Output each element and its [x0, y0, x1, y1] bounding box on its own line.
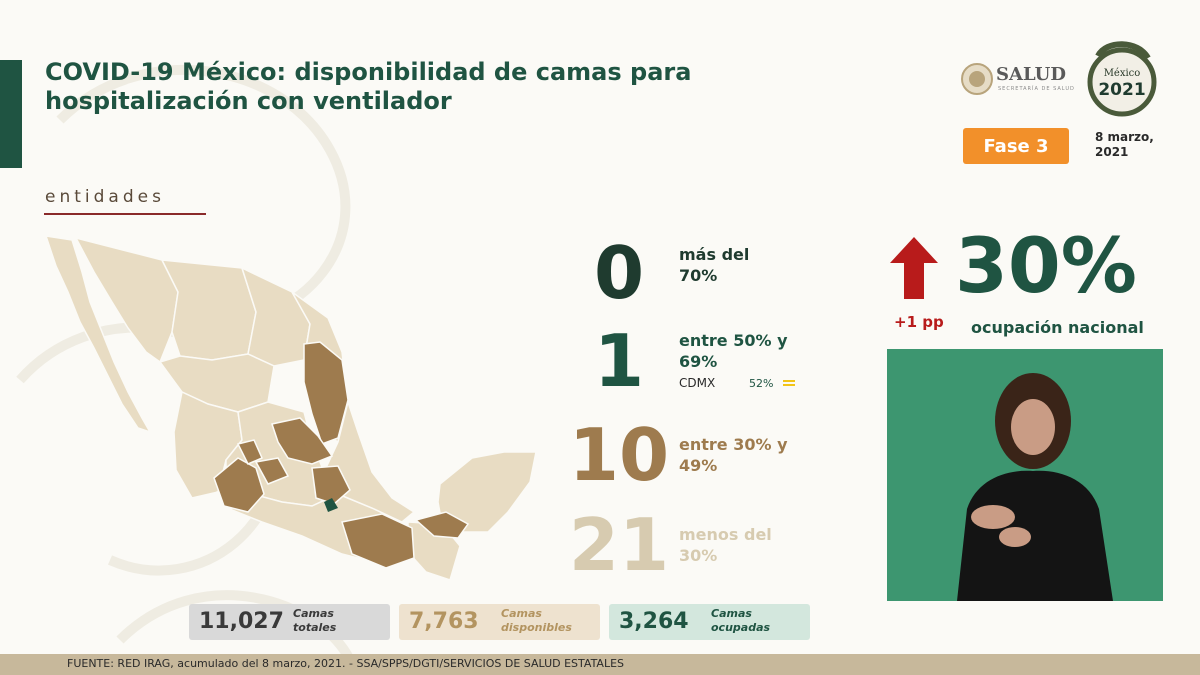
map-state-cdmx — [324, 498, 338, 512]
equal-trend-icon — [783, 380, 795, 382]
map-state-30-49 — [254, 457, 290, 485]
category-count: 21 — [568, 503, 670, 587]
map-state-30-49 — [303, 341, 349, 445]
total-beds: 11,027 Camas totales — [189, 604, 390, 640]
mexico-2021-seal: México 2021 — [1086, 38, 1158, 122]
seal-year: 2021 — [1098, 80, 1146, 100]
national-occupancy-percent: 30% — [955, 221, 1137, 310]
category-label: más del 70% — [679, 245, 750, 285]
salud-logo-text: SALUD — [996, 64, 1066, 85]
map-state-30-49 — [271, 417, 334, 465]
occupied-beds: 3,264 Camas ocupadas — [609, 604, 810, 640]
category-30-49: 10 entre 30% y 49% — [549, 414, 807, 496]
salud-emblem-icon — [961, 63, 993, 95]
available-beds: 7,763 Camas disponibles — [399, 604, 600, 640]
map-state-30-49 — [236, 439, 263, 465]
seal-serpent-icon — [1087, 41, 1157, 117]
category-count: 1 — [593, 319, 645, 403]
interpreter-person-icon — [957, 373, 1113, 601]
category-label: entre 50% y 69% — [679, 331, 788, 371]
map-state-30-49 — [414, 511, 470, 539]
total-beds-value: 11,027 — [199, 609, 284, 634]
report-date: 8 marzo, 2021 — [1095, 130, 1154, 159]
national-change: +1 pp — [894, 313, 944, 331]
accent-bar — [0, 60, 22, 168]
category-label: entre 30% y 49% — [679, 435, 788, 475]
national-occupancy-label: ocupación nacional — [971, 318, 1144, 337]
map-state-30-49 — [311, 465, 351, 505]
category-count: 10 — [568, 413, 670, 497]
occupied-beds-label: Camas ocupadas — [711, 607, 771, 634]
category-count: 0 — [593, 231, 645, 315]
seal-country: México — [1103, 68, 1141, 79]
available-beds-label: Camas disponibles — [501, 607, 572, 634]
sign-language-interpreter-video — [887, 349, 1163, 601]
map-state — [160, 259, 257, 361]
phase-badge: Fase 3 — [963, 128, 1069, 164]
map-state — [158, 353, 275, 413]
map-state-30-49 — [341, 513, 415, 569]
salud-logo-subtext: SECRETARÍA DE SALUD — [998, 86, 1075, 92]
map-state-30-49 — [213, 457, 265, 513]
available-beds-value: 7,763 — [409, 609, 479, 634]
total-beds-label: Camas totales — [293, 607, 337, 634]
footer-source: FUENTE: RED IRAG, acumulado del 8 marzo,… — [67, 657, 625, 670]
occupied-beds-value: 3,264 — [619, 609, 689, 634]
state-name: CDMX — [679, 376, 716, 390]
mexico-states-map — [44, 235, 537, 581]
section-label: entidades — [45, 187, 165, 207]
arrow-up-icon — [890, 237, 938, 299]
page-title: COVID-19 México: disponibilidad de camas… — [45, 58, 692, 115]
category-50-69: 1 entre 50% y 69% CDMX 52% — [549, 320, 807, 402]
map-state — [44, 235, 152, 434]
footer-bar — [0, 654, 1200, 675]
category-under-30: 21 menos del 30% — [549, 504, 807, 586]
state-percent: 52% — [749, 377, 774, 390]
category-over-70: 0 más del 70% — [549, 232, 807, 314]
category-label: menos del 30% — [679, 525, 772, 565]
section-underline — [44, 213, 206, 215]
